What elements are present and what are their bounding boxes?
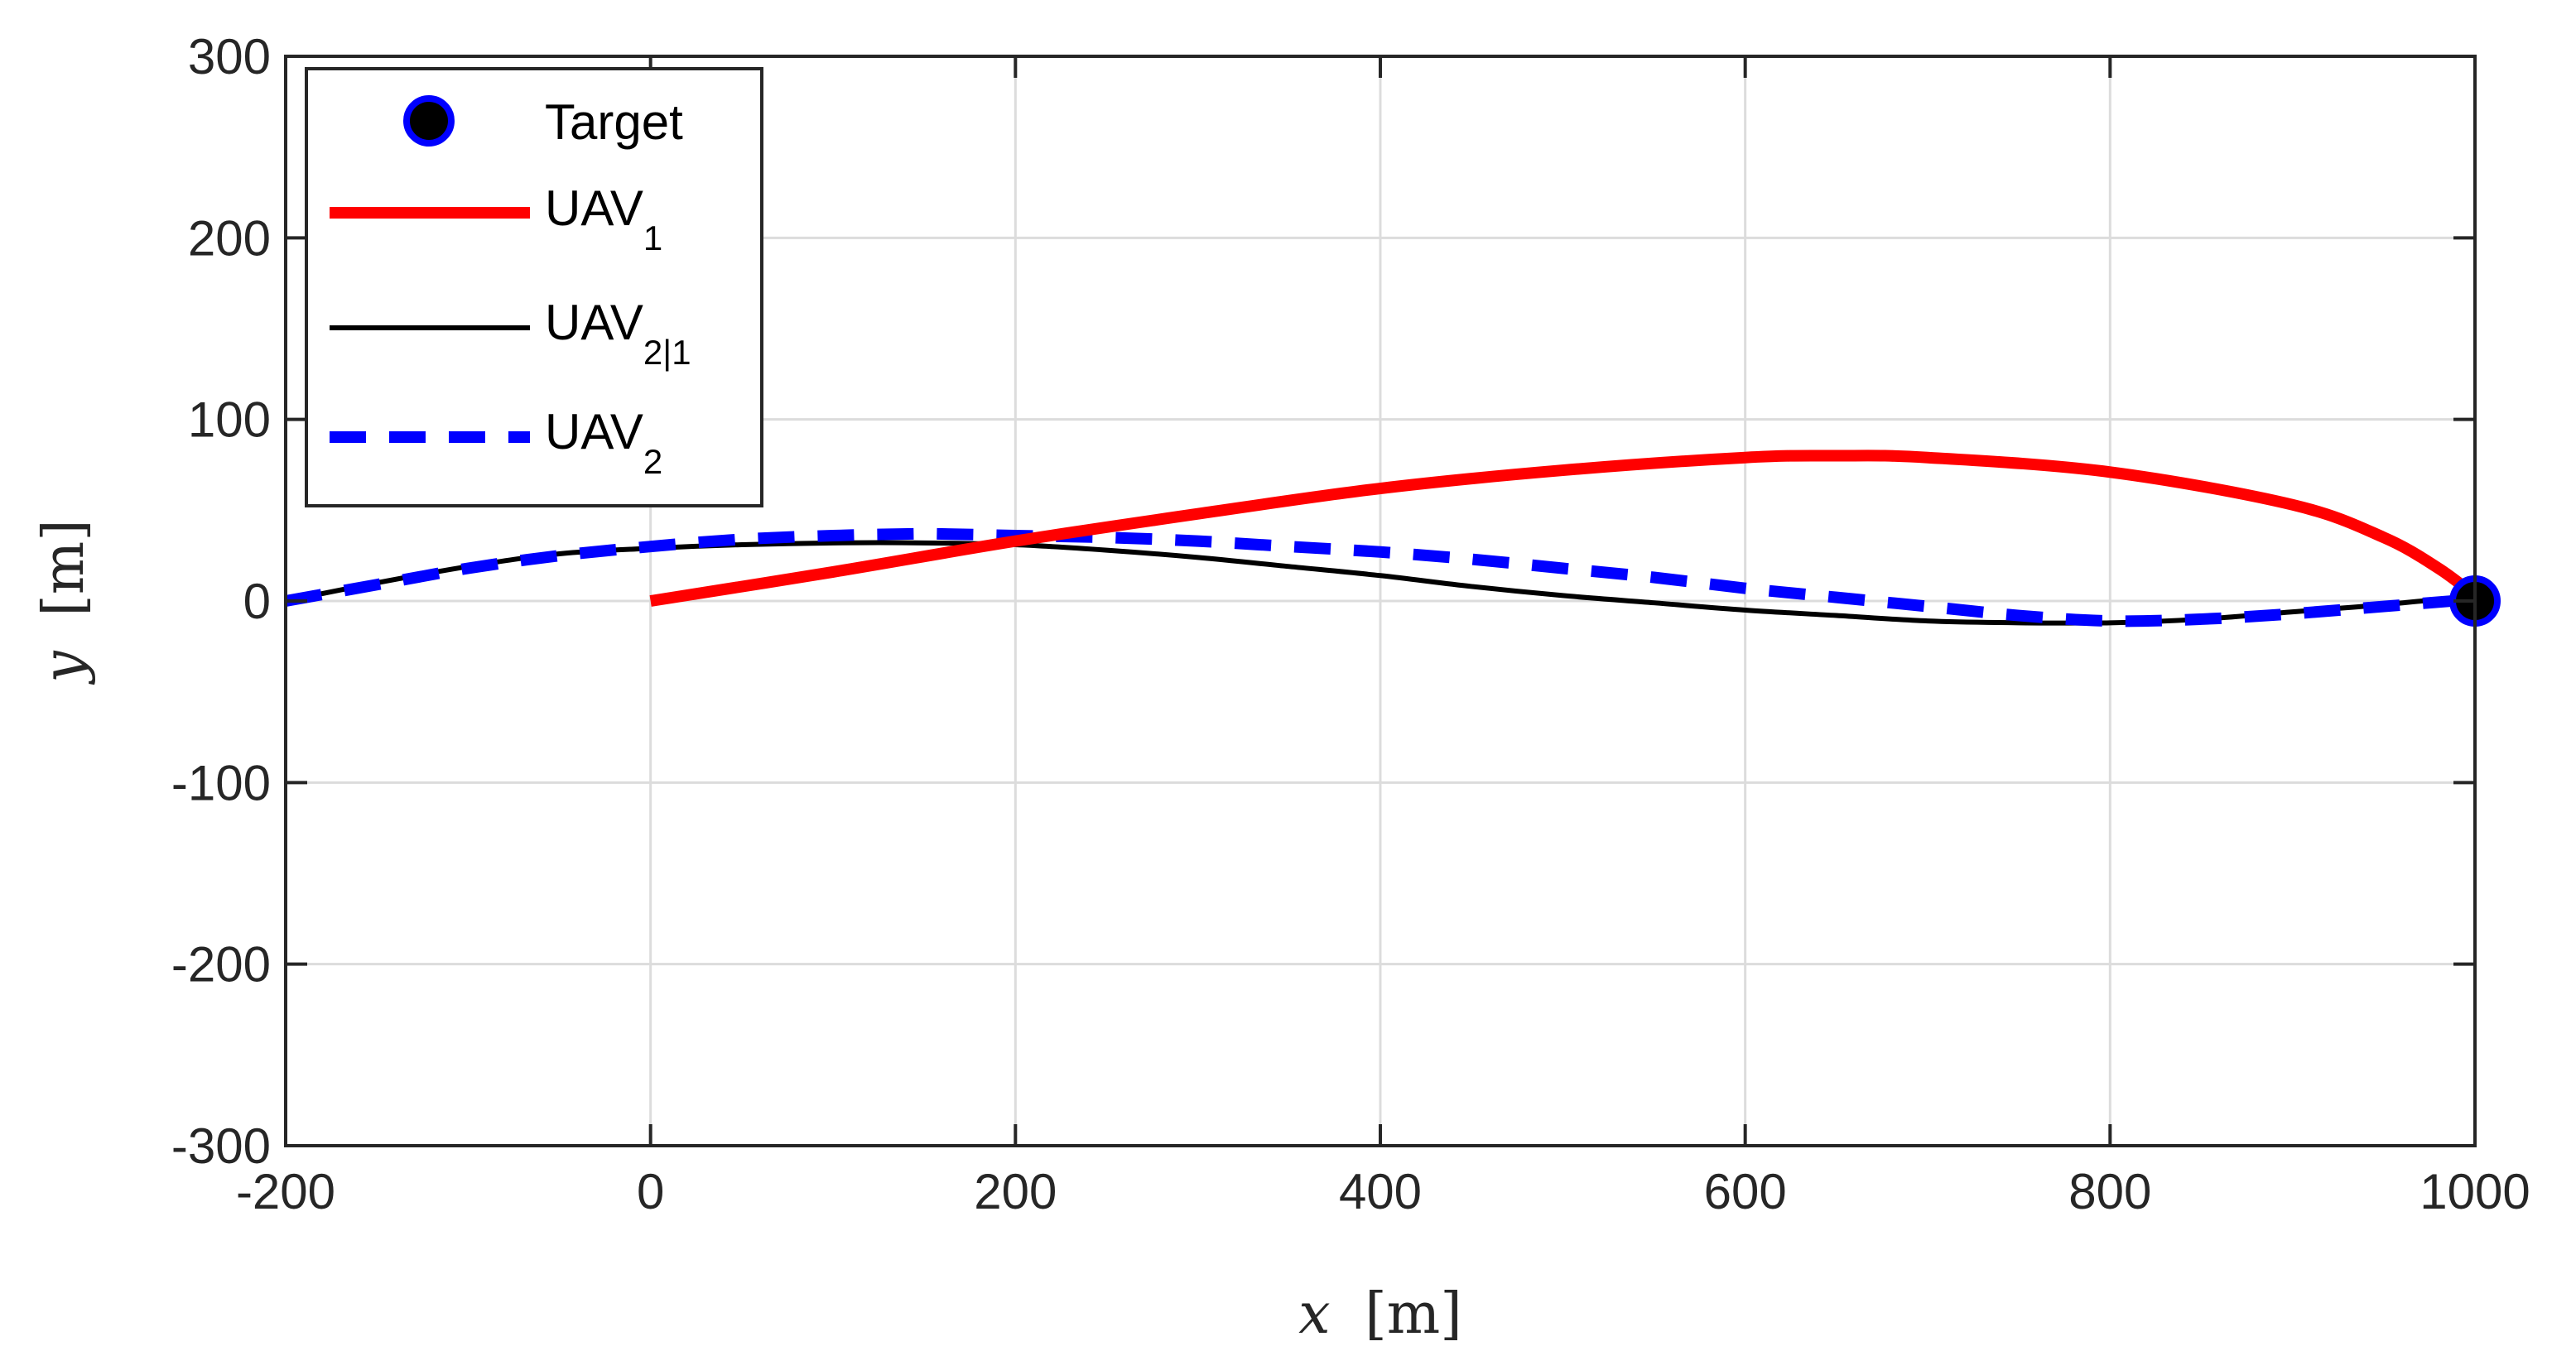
x-axis-label: x [m]: [1298, 1281, 1462, 1347]
y-axis-label: y [m]: [31, 519, 97, 685]
x-axis-var: x: [1298, 1281, 1330, 1347]
x-tick-label: 400: [1339, 1164, 1422, 1219]
legend-label-uav2: UAV2: [545, 404, 662, 481]
x-axis-unit: [m]: [1365, 1281, 1462, 1347]
y-axis-unit: [m]: [31, 519, 97, 617]
legend-uav21-sub: 2|1: [643, 333, 691, 372]
y-axis-var: y: [31, 650, 97, 685]
y-tick-label: 0: [243, 574, 271, 629]
y-tick-label: 200: [188, 210, 271, 266]
x-tick-label: 200: [974, 1164, 1057, 1219]
series-line-uav1: [649, 450, 2479, 607]
y-tick-label: -300: [171, 1118, 271, 1174]
legend-uav2-sub: 2: [643, 442, 662, 481]
legend-label-target: Target: [545, 94, 683, 150]
y-tick-label: -100: [171, 755, 271, 810]
series-line-uav2: [284, 527, 2476, 627]
legend-label-uav1: UAV1: [545, 180, 662, 257]
x-tick-label: -200: [236, 1164, 335, 1219]
x-tick-label: 1000: [2420, 1164, 2530, 1219]
legend-box: [305, 67, 763, 507]
legend-target-marker: [403, 95, 455, 147]
x-tick-label: 0: [637, 1164, 664, 1219]
legend-uav2-name: UAV: [545, 404, 643, 459]
legend-label-uav21: UAV2|1: [545, 295, 691, 372]
x-tick-label: 600: [1704, 1164, 1787, 1219]
y-tick-label: 300: [188, 29, 271, 84]
y-tick-label: 100: [188, 392, 271, 448]
legend-uav1-sub: 1: [643, 219, 662, 257]
x-tick-label: 800: [2068, 1164, 2151, 1219]
legend: Target UAV1 UAV2|1 UAV2: [305, 67, 763, 507]
tick-labels: -200 0 200 400 600 800 1000-300-200-1000100200…: [171, 29, 2530, 1219]
legend-uav1-name: UAV: [545, 180, 643, 236]
y-tick-label: -200: [171, 937, 271, 993]
legend-uav21-name: UAV: [545, 295, 643, 350]
